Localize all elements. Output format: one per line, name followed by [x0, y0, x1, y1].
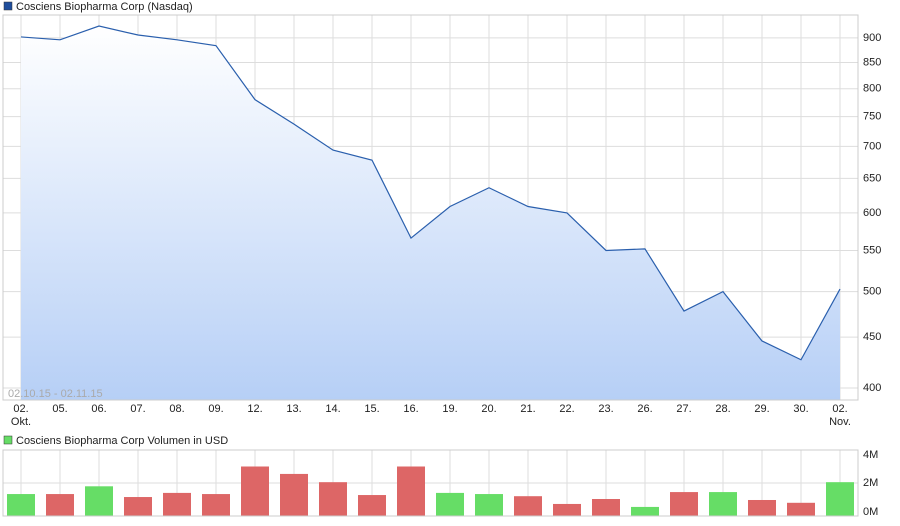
legend-swatch — [3, 1, 13, 11]
x-tick-label: 20. — [481, 403, 496, 415]
x-tick-label: 26. — [637, 403, 652, 415]
price-area — [21, 26, 840, 400]
y-tick-label: 700 — [863, 140, 881, 152]
price-layer — [3, 15, 858, 517]
y-tick-label: 450 — [863, 331, 881, 343]
volume-bar — [397, 466, 425, 516]
x-tick-label: 19. — [442, 403, 457, 415]
y-tick-label: 550 — [863, 244, 881, 256]
x-tick-label: 22. — [559, 403, 574, 415]
volume-bar — [709, 492, 737, 516]
x-tick-label: 09. — [208, 403, 223, 415]
y-tick-label: 900 — [863, 32, 881, 44]
legend-label: Cosciens Biopharma Corp Volumen in USD — [16, 435, 228, 447]
volume-bar — [85, 486, 113, 516]
date-range: 02.10.15 - 02.11.15 — [8, 388, 103, 400]
x-tick-label: 07. — [130, 403, 145, 415]
volume-bar — [202, 494, 230, 516]
x-tick-label: 12. — [247, 403, 262, 415]
x-tick-label: 27. — [676, 403, 691, 415]
volume-bar — [163, 492, 191, 516]
y-tick-label: 2M — [863, 477, 878, 489]
volume-bar — [241, 466, 269, 516]
volume-bar — [592, 499, 620, 516]
x-tick-sublabel: Okt. — [11, 416, 31, 428]
x-tick-label: 14. — [325, 403, 340, 415]
volume-bar — [553, 503, 581, 516]
x-tick-label: 05. — [52, 403, 67, 415]
x-tick-label: 08. — [169, 403, 184, 415]
x-tick-label: 29. — [754, 403, 769, 415]
y-tick-label: 4M — [863, 449, 878, 461]
volume-bar — [826, 482, 854, 516]
volume-bar — [46, 494, 74, 516]
volume-bar — [319, 482, 347, 516]
y-tick-label: 600 — [863, 207, 881, 219]
x-tick-label: 21. — [520, 403, 535, 415]
volume-bar — [670, 492, 698, 516]
x-tick-sublabel: Nov. — [829, 416, 851, 428]
y-tick-label: 400 — [863, 382, 881, 394]
y-tick-label: 650 — [863, 172, 881, 184]
y-tick-label: 0M — [863, 506, 878, 518]
volume-bar — [124, 497, 152, 516]
volume-bar — [787, 502, 815, 516]
x-tick-label: 28. — [715, 403, 730, 415]
volume-bar — [475, 494, 503, 516]
x-tick-label: 16. — [403, 403, 418, 415]
volume-bar — [748, 499, 776, 516]
x-tick-label: 02. — [13, 403, 28, 415]
x-tick-label: 30. — [793, 403, 808, 415]
x-tick-label: 15. — [364, 403, 379, 415]
price-frame — [2, 14, 859, 401]
volume-bar — [358, 495, 386, 516]
volume-frame — [2, 449, 859, 517]
x-tick-label: 13. — [286, 403, 301, 415]
volume-bar — [280, 473, 308, 516]
legend-label: Cosciens Biopharma Corp (Nasdaq) — [16, 1, 193, 13]
price-line — [20, 25, 841, 361]
y-tick-label: 500 — [863, 286, 881, 298]
legend-swatch — [3, 435, 13, 445]
y-tick-label: 850 — [863, 56, 881, 68]
x-tick-label: 23. — [598, 403, 613, 415]
y-tick-label: 750 — [863, 110, 881, 122]
volume-bar — [514, 496, 542, 516]
y-tick-label: 800 — [863, 83, 881, 95]
x-tick-label: 06. — [91, 403, 106, 415]
volume-bar — [436, 492, 464, 516]
x-tick-label: 02. — [832, 403, 847, 415]
volume-bar — [631, 506, 659, 516]
volume-bar — [7, 494, 35, 516]
